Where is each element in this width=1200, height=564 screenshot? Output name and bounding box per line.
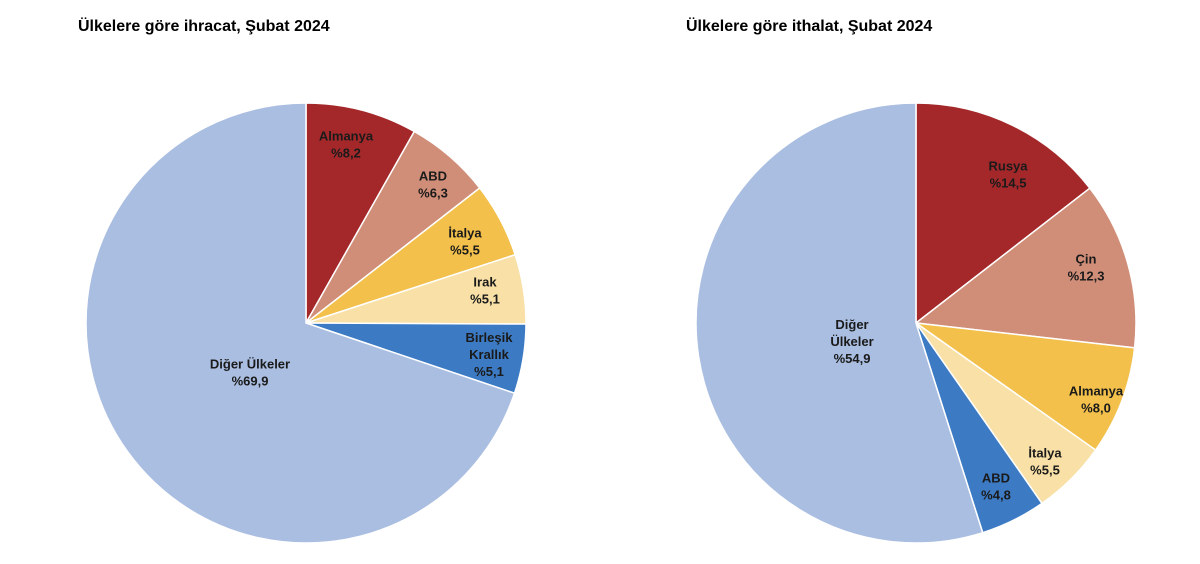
import-chart-title: Ülkelere göre ithalat, Şubat 2024 [686,18,933,35]
export-label-abd: ABD %6,3 [418,169,448,201]
export-label-italya: İtalya %5,5 [448,226,482,258]
export-label-birlesik-krallik: Birleşik Krallık %5,1 [466,330,514,379]
import-slice-rusya [915,102,1091,325]
export-slice-almanya [305,102,416,326]
import-label-almanya: Almanya %8,0 [1069,384,1124,416]
export-label-diger-ulkeler: Diğer Ülkeler %69,9 [210,357,290,389]
export-label-irak: Irak %5,1 [470,275,500,307]
import-label-rusya: Rusya %14,5 [988,159,1028,191]
import-slice-cin [914,187,1137,349]
import-label-italya: İtalya %5,5 [1028,446,1062,478]
import-label-cin: Çin %12,3 [1068,252,1105,284]
export-label-almanya: Almanya %8,2 [319,129,374,161]
export-slice-diger-ulkeler [85,102,516,544]
import-slice-diger-ulkeler [695,102,984,544]
import-label-diger-ulkeler: Diğer Ülkeler %54,9 [830,317,873,366]
import-label-abd: ABD %4,8 [981,471,1011,503]
export-chart-title: Ülkelere göre ihracat, Şubat 2024 [78,18,330,35]
import-slice-almanya [915,322,1136,452]
